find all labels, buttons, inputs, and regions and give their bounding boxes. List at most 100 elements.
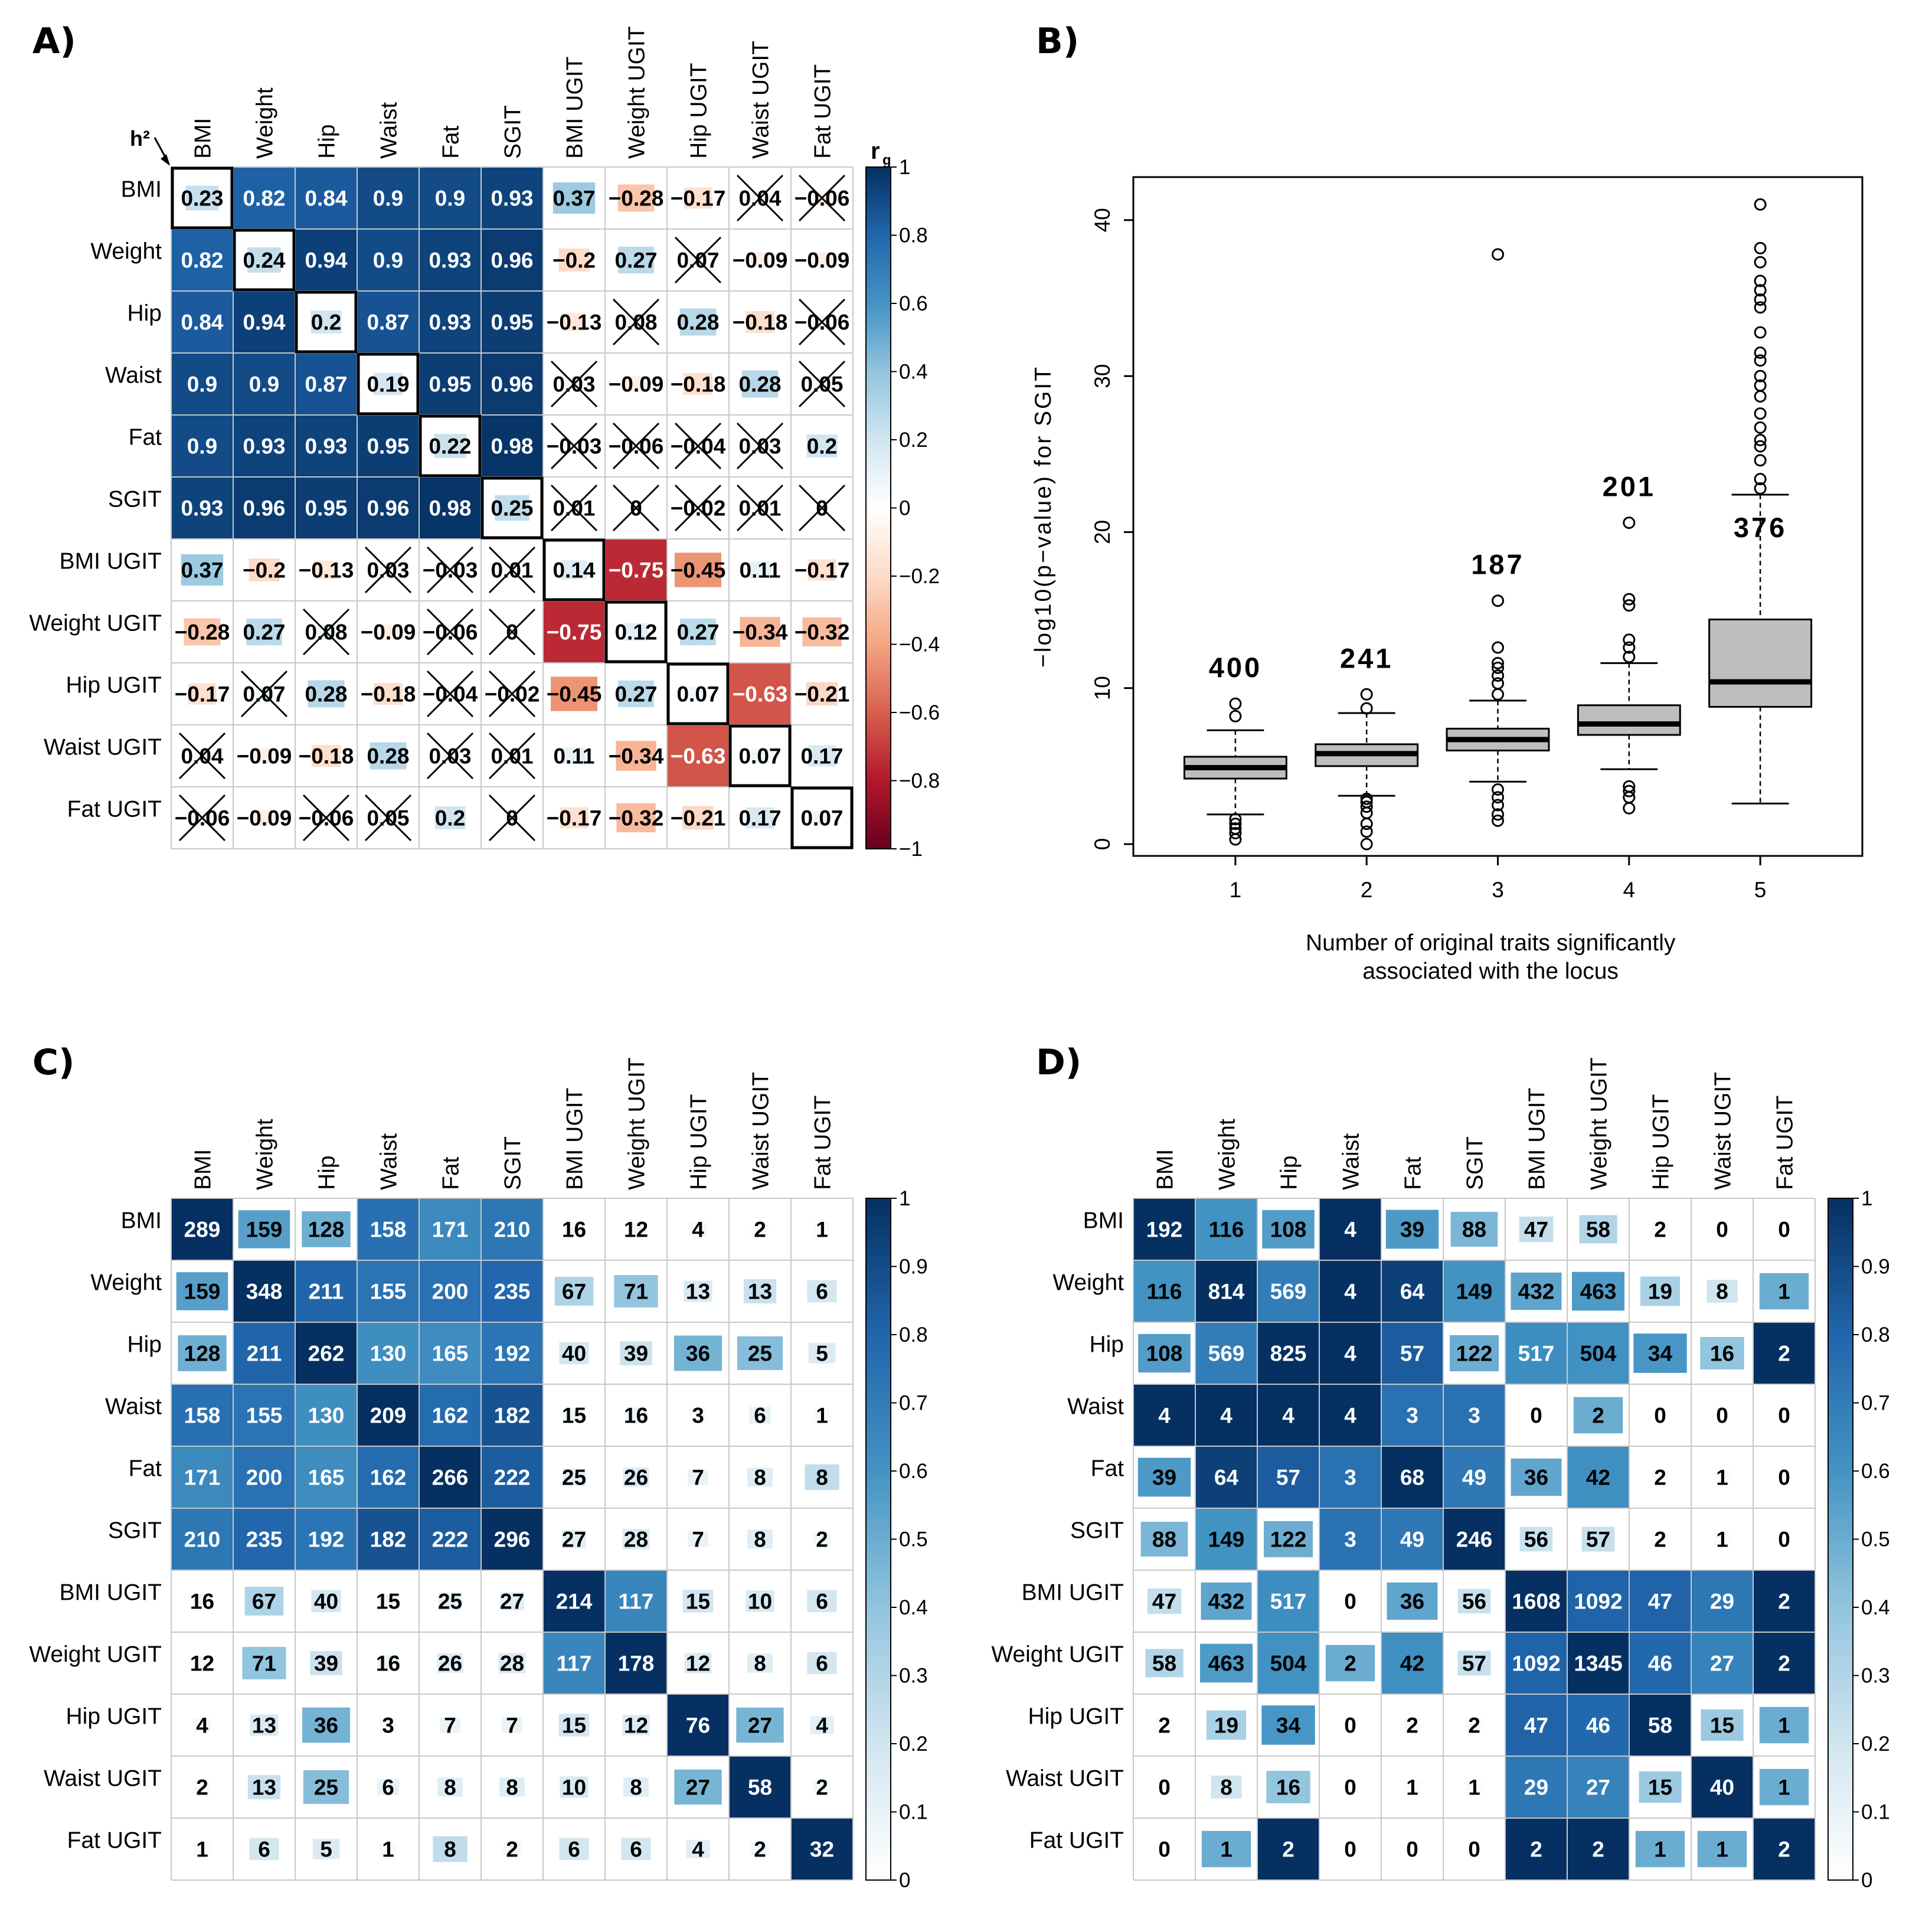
y-tick-label: 30 xyxy=(1090,364,1114,388)
heatmap-cell xyxy=(172,1509,233,1570)
cell-value-label: 108 xyxy=(1270,1218,1307,1242)
cell-value-label: 64 xyxy=(1214,1466,1239,1490)
heatmap-cell xyxy=(1571,1271,1625,1311)
cell-value-label: 36 xyxy=(1400,1590,1424,1614)
x-tick-label: 1 xyxy=(1230,878,1242,902)
panel-b-boxplot: 0 10 20 30 40 −log10(p−value) for SGIT 1 2 3 4 5 Nu… xyxy=(1031,176,1864,984)
cell-value-label: 0.27 xyxy=(676,620,719,645)
cell-value-label: 34 xyxy=(1648,1342,1673,1366)
heatmap-cell xyxy=(172,478,233,538)
heatmap-cell xyxy=(689,1222,707,1236)
heatmap-cell xyxy=(1506,1757,1567,1817)
heatmap-cell xyxy=(1444,1385,1505,1446)
colorbar-tick-label: 0.4 xyxy=(899,1596,928,1619)
heatmap-cell xyxy=(308,680,345,708)
heatmap-cell xyxy=(358,1323,419,1384)
heatmap-cell xyxy=(622,1715,650,1735)
cell-value-label: 25 xyxy=(438,1590,462,1614)
heatmap-cell xyxy=(234,354,295,414)
heatmap-cell xyxy=(813,1408,831,1422)
outlier-point xyxy=(1754,370,1767,383)
heatmap-cell xyxy=(563,747,586,764)
heatmap-cell xyxy=(668,1695,728,1756)
outlier-point xyxy=(1229,818,1242,831)
cell-value-label: 0 xyxy=(1778,1218,1790,1242)
heatmap-cell xyxy=(296,1509,357,1570)
cell-value-label: 289 xyxy=(184,1218,221,1242)
cell-value-label: 2 xyxy=(1282,1838,1294,1862)
heatmap-cell xyxy=(808,559,836,581)
heatmap-cell xyxy=(746,1590,774,1612)
heatmap-cell xyxy=(185,185,219,211)
cell-value-label: 296 xyxy=(494,1528,531,1552)
cell-value-label: 47 xyxy=(1152,1590,1176,1614)
outlier-point xyxy=(1754,293,1767,306)
cell-value-label: 0.84 xyxy=(305,187,347,211)
row-label: Weight UGIT xyxy=(991,1642,1124,1668)
cross-mark xyxy=(612,298,660,346)
diagonal-box xyxy=(666,662,730,725)
panel-a-letter: A) xyxy=(32,21,76,62)
box xyxy=(1577,704,1681,736)
cell-value-label: 12 xyxy=(190,1652,214,1676)
cross-mark xyxy=(550,484,598,532)
cell-value-label: 0.87 xyxy=(367,310,409,335)
cell-value-label: 0.07 xyxy=(800,806,843,831)
cell-value-label: 2 xyxy=(1778,1838,1790,1862)
heatmap-cell xyxy=(560,1776,589,1798)
cross-mark xyxy=(426,546,474,594)
cell-value-label: 200 xyxy=(432,1280,469,1304)
cell-value-label: 0.96 xyxy=(243,496,285,521)
cell-value-label: −0.32 xyxy=(795,620,850,645)
cell-value-label: 6 xyxy=(382,1776,394,1800)
cross-mark xyxy=(798,484,846,532)
heatmap-cell xyxy=(503,1842,521,1856)
cell-value-label: 0 xyxy=(1654,1404,1666,1428)
heatmap-cell xyxy=(747,1529,773,1549)
heatmap-cell xyxy=(296,1261,357,1322)
heatmap-cell xyxy=(1320,1261,1381,1322)
heatmap-cell xyxy=(420,1261,480,1322)
heatmap-cell xyxy=(736,1707,784,1743)
cell-value-label: 25 xyxy=(314,1776,338,1800)
heatmap-cell xyxy=(296,1385,357,1446)
row-label: BMI xyxy=(121,1208,162,1234)
heatmap-cell xyxy=(358,230,419,290)
cell-value-label: 0.24 xyxy=(243,249,285,273)
heatmap-cell xyxy=(1754,1571,1815,1632)
heatmap-cell xyxy=(234,1261,295,1322)
cell-value-label: 0.94 xyxy=(243,310,285,335)
outlier-point xyxy=(1360,702,1373,715)
cell-value-label: 39 xyxy=(314,1652,338,1676)
heatmap-cell xyxy=(482,354,542,414)
cell-value-label: 2 xyxy=(1344,1652,1356,1676)
cross-mark xyxy=(736,422,784,470)
cell-value-label: 0.96 xyxy=(491,249,533,273)
heatmap-cell xyxy=(1266,1771,1310,1803)
row-label: Waist xyxy=(1067,1394,1124,1420)
heatmap-cell xyxy=(181,554,224,586)
column-label: SGIT xyxy=(501,1136,526,1190)
heatmap-cell xyxy=(1403,1842,1421,1856)
row-label: Waist UGIT xyxy=(1006,1766,1124,1792)
cell-value-label: −0.18 xyxy=(671,372,726,397)
heatmap-cell xyxy=(614,1275,658,1307)
cell-value-label: 36 xyxy=(686,1342,710,1366)
cell-value-label: −0.32 xyxy=(609,806,664,831)
cell-value-label: 46 xyxy=(1648,1652,1672,1676)
cell-value-label: 0.11 xyxy=(554,744,595,769)
cell-value-label: 4 xyxy=(1344,1280,1356,1304)
outlier-point xyxy=(1754,256,1767,269)
heatmap-cell xyxy=(379,1842,397,1856)
cell-value-label: 16 xyxy=(1710,1342,1734,1366)
cell-value-label: 155 xyxy=(246,1404,283,1428)
row-label: Weight UGIT xyxy=(29,611,162,636)
heatmap-cell xyxy=(751,1222,769,1236)
cross-mark xyxy=(488,670,536,718)
outlier-point xyxy=(1754,284,1767,297)
cross-mark xyxy=(426,608,474,656)
cell-value-label: −0.63 xyxy=(671,744,726,769)
heatmap-cell xyxy=(1568,1757,1629,1817)
heatmap-cell xyxy=(747,1467,773,1487)
cell-value-label: 16 xyxy=(624,1404,648,1428)
